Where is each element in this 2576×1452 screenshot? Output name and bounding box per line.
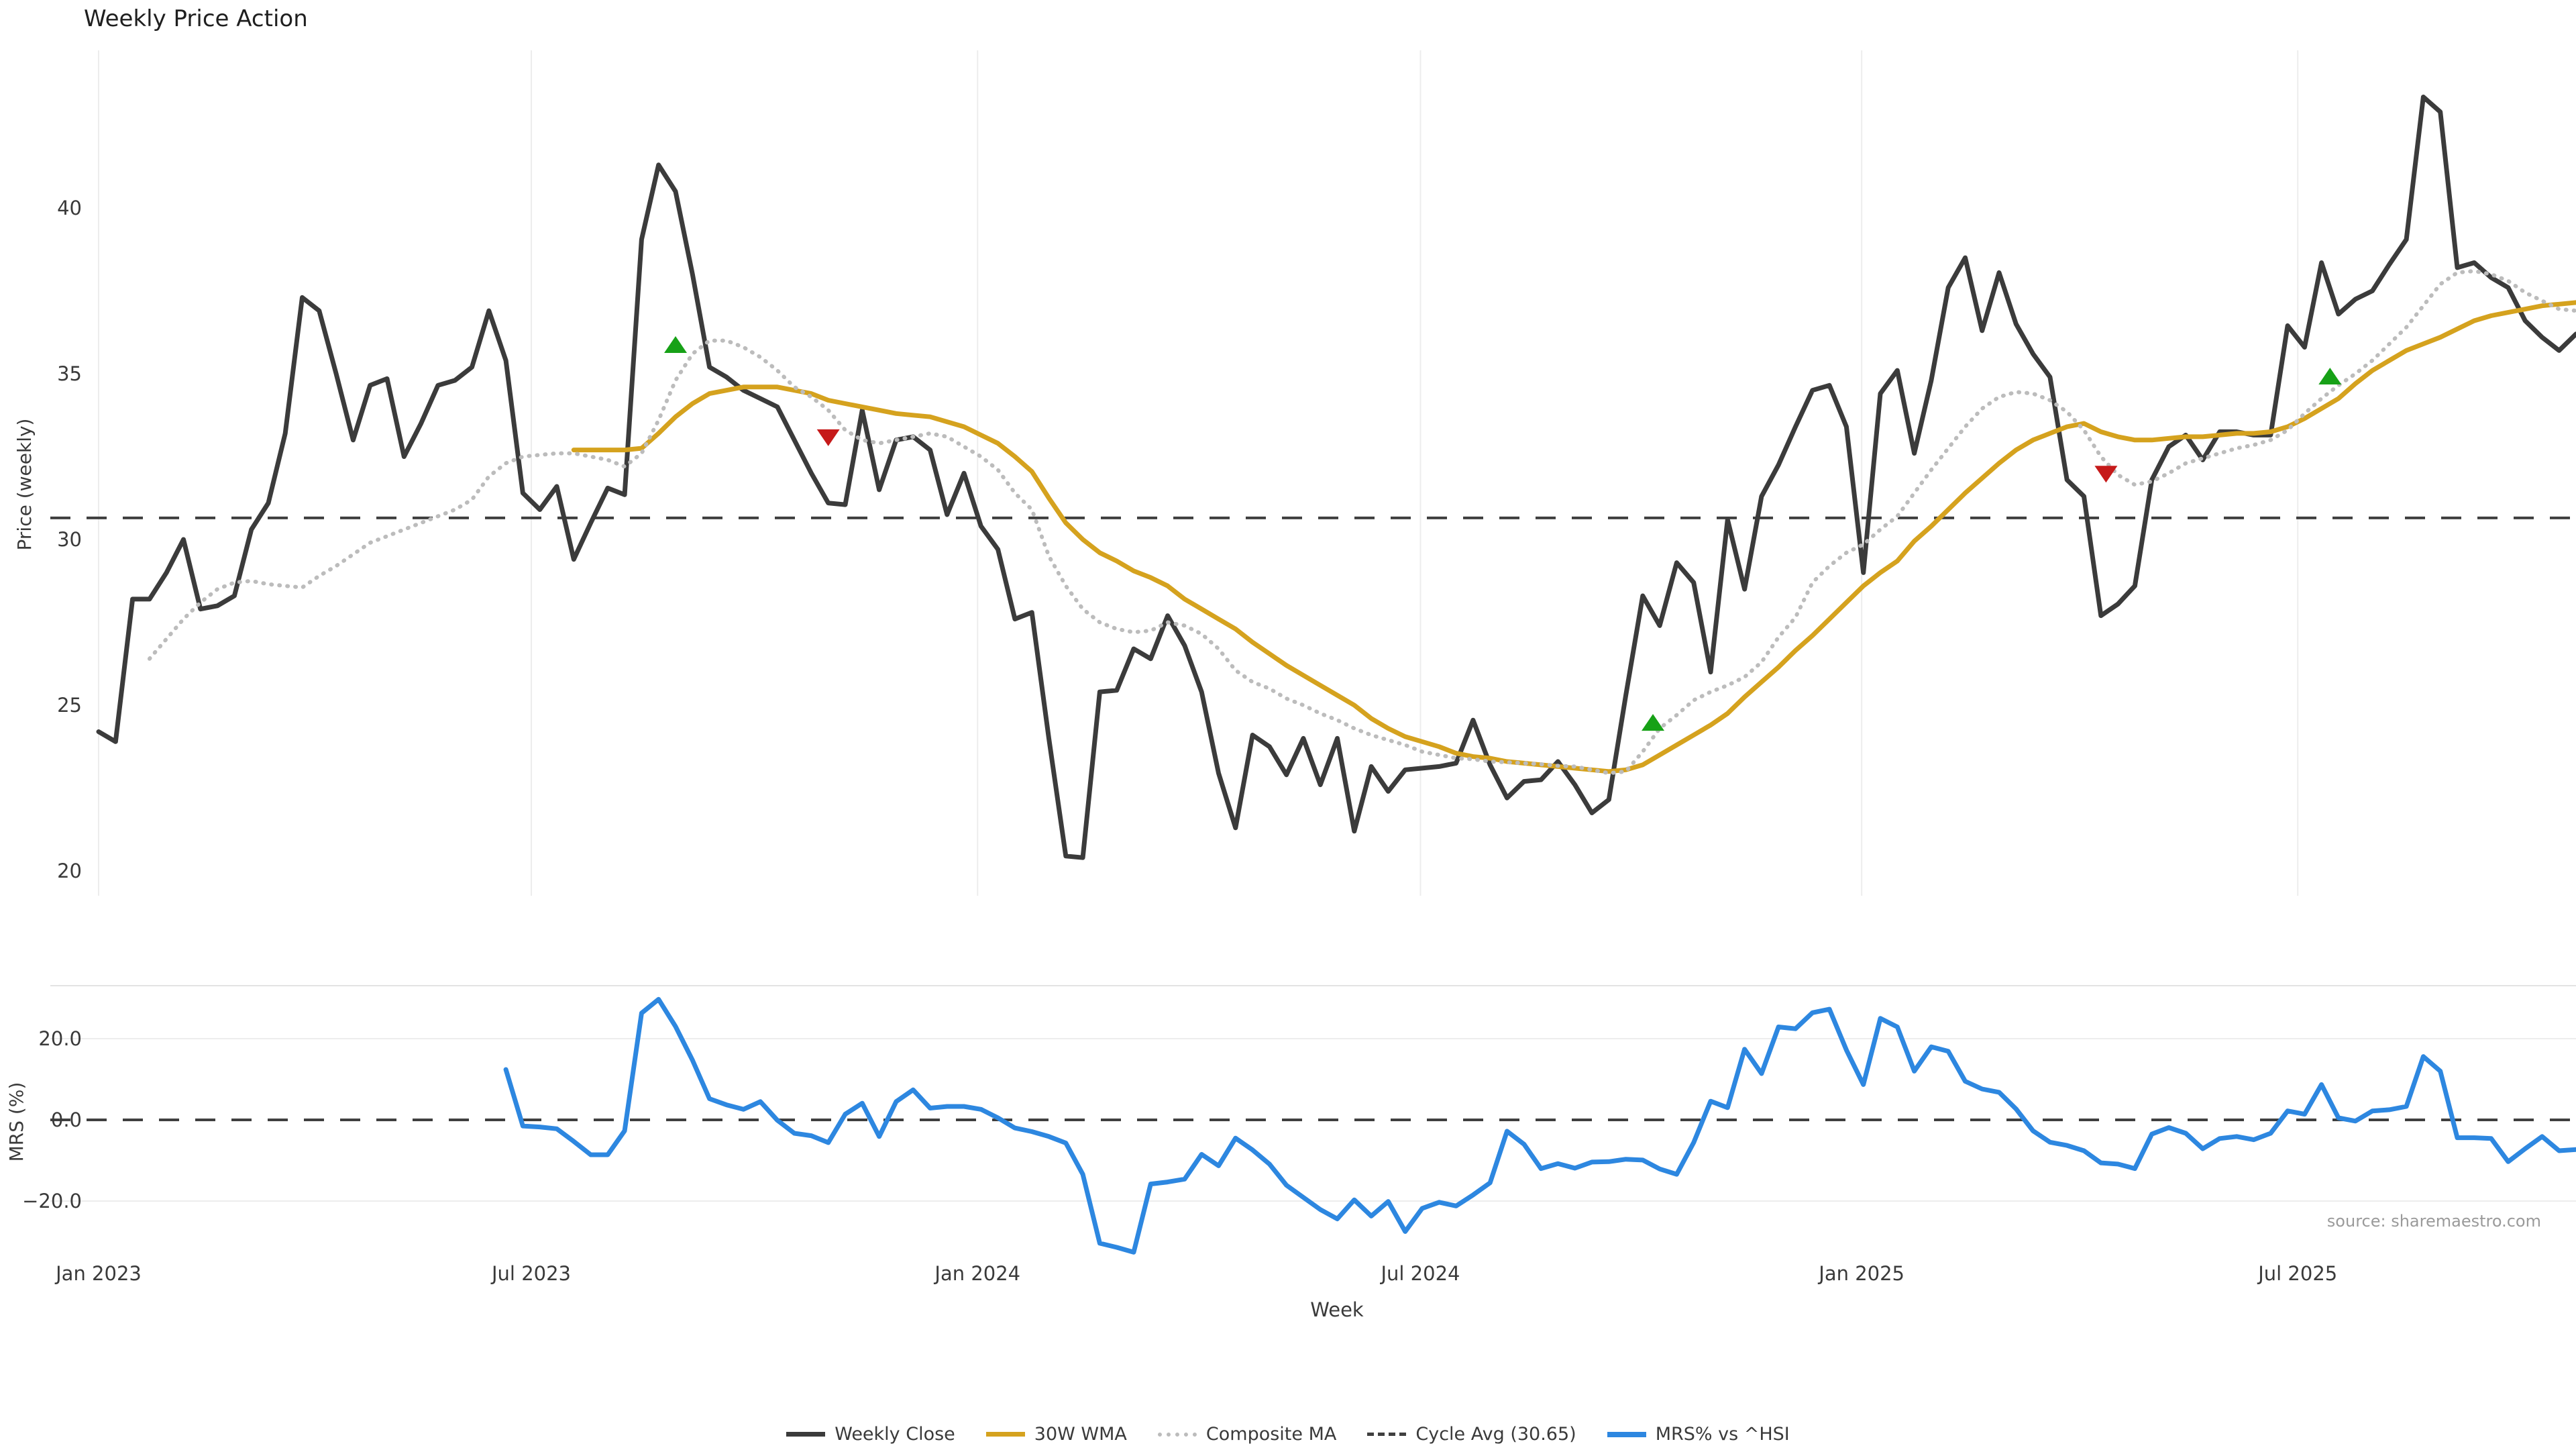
price-ytick-label: 25: [57, 694, 82, 717]
x-tick-label: Jul 2024: [1379, 1262, 1460, 1285]
legend-item-mrs-vs-hsi[interactable]: MRS% vs ^HSI: [1607, 1424, 1790, 1445]
legend-label: Cycle Avg (30.65): [1415, 1424, 1576, 1445]
composite-ma-line: [147, 268, 2576, 776]
legend-swatch: [786, 1432, 826, 1437]
source-note: source: sharemaestro.com: [2326, 1212, 2541, 1231]
gridlines: [50, 50, 2576, 1202]
buy-signal-marker: [664, 336, 688, 354]
mrs-ytick-label: 0.0: [51, 1108, 82, 1131]
mrs-axis-title: MRS (%): [5, 1082, 28, 1162]
weekly-close-line: [96, 95, 2576, 860]
x-axis-title: Week: [1310, 1298, 1364, 1321]
buy-signal-marker: [2318, 367, 2342, 384]
signal-markers: [664, 336, 2342, 731]
axis-tick-labels: 20 25 30 35 40 20.0 0.0 −20.0 Jan 2023 Jul 2023 Ja…: [22, 197, 2337, 1285]
legend-item-weekly-close[interactable]: Weekly Close: [786, 1424, 955, 1445]
price-ytick-label: 30: [57, 528, 82, 551]
price-axis-title: Price (weekly): [13, 419, 36, 551]
x-tick-label: Jan 2023: [54, 1262, 142, 1285]
price-ytick-label: 20: [57, 860, 82, 882]
mrs-ytick-label: −20.0: [22, 1190, 82, 1212]
buy-signal-marker: [1642, 714, 1665, 731]
legend: Weekly Close 30W WMA Composite MA Cycle Avg…: [0, 1424, 2576, 1445]
wma-30w-line: [571, 300, 2576, 774]
legend-item-composite-ma[interactable]: Composite MA: [1157, 1424, 1337, 1445]
sell-signal-marker: [2094, 466, 2118, 483]
reference-lines: [50, 516, 2576, 1121]
legend-swatch: [985, 1432, 1025, 1437]
x-tick-label: Jan 2024: [933, 1262, 1020, 1285]
legend-swatch: [1607, 1431, 1646, 1437]
legend-label: MRS% vs ^HSI: [1655, 1424, 1790, 1445]
mrs-ytick-label: 20.0: [38, 1027, 82, 1050]
legend-item-cycle-avg-30-65-[interactable]: Cycle Avg (30.65): [1367, 1424, 1576, 1445]
price-ytick-label: 35: [57, 362, 82, 385]
page-title: Weekly Price Action: [84, 5, 308, 32]
legend-swatch: [1367, 1433, 1407, 1436]
x-tick-label: Jul 2025: [2257, 1262, 2337, 1285]
legend-label: Composite MA: [1205, 1424, 1337, 1445]
price-ytick-label: 40: [57, 197, 82, 219]
sell-signal-marker: [816, 429, 840, 446]
legend-label: 30W WMA: [1034, 1424, 1127, 1445]
mrs-line: [503, 996, 2576, 1255]
legend-item-30w-wma[interactable]: 30W WMA: [985, 1424, 1127, 1445]
legend-swatch: [1157, 1432, 1197, 1437]
x-tick-label: Jul 2023: [490, 1262, 571, 1285]
legend-label: Weekly Close: [835, 1424, 955, 1445]
x-tick-label: Jan 2025: [1817, 1262, 1904, 1285]
series-lines: [96, 95, 2576, 1255]
